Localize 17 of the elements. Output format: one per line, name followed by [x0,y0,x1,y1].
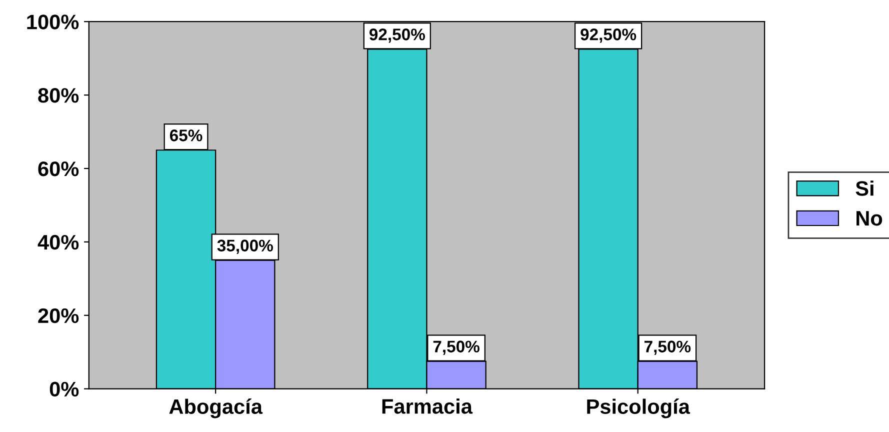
x-tick-label: Abogacía [169,398,263,418]
legend-label: No [856,211,882,226]
y-tick-label: 60% [38,161,79,176]
data-label: 92,50% [369,28,425,43]
data-label: 7,50% [644,340,691,355]
y-tick-label: 100% [27,14,79,30]
y-tick-label: 80% [38,88,79,103]
y-tick-label: 0% [50,382,79,397]
data-label: 65% [170,130,202,142]
y-tick-label: 20% [38,308,79,324]
data-label: 7,50% [433,340,480,355]
legend-label: Si [856,180,874,196]
y-tick-label: 40% [38,234,79,250]
x-tick-label: Psicología [587,398,690,418]
data-label: 35,00% [217,240,273,254]
data-label: 92,50% [580,28,636,43]
x-tick-label: Farmacia [382,398,473,414]
